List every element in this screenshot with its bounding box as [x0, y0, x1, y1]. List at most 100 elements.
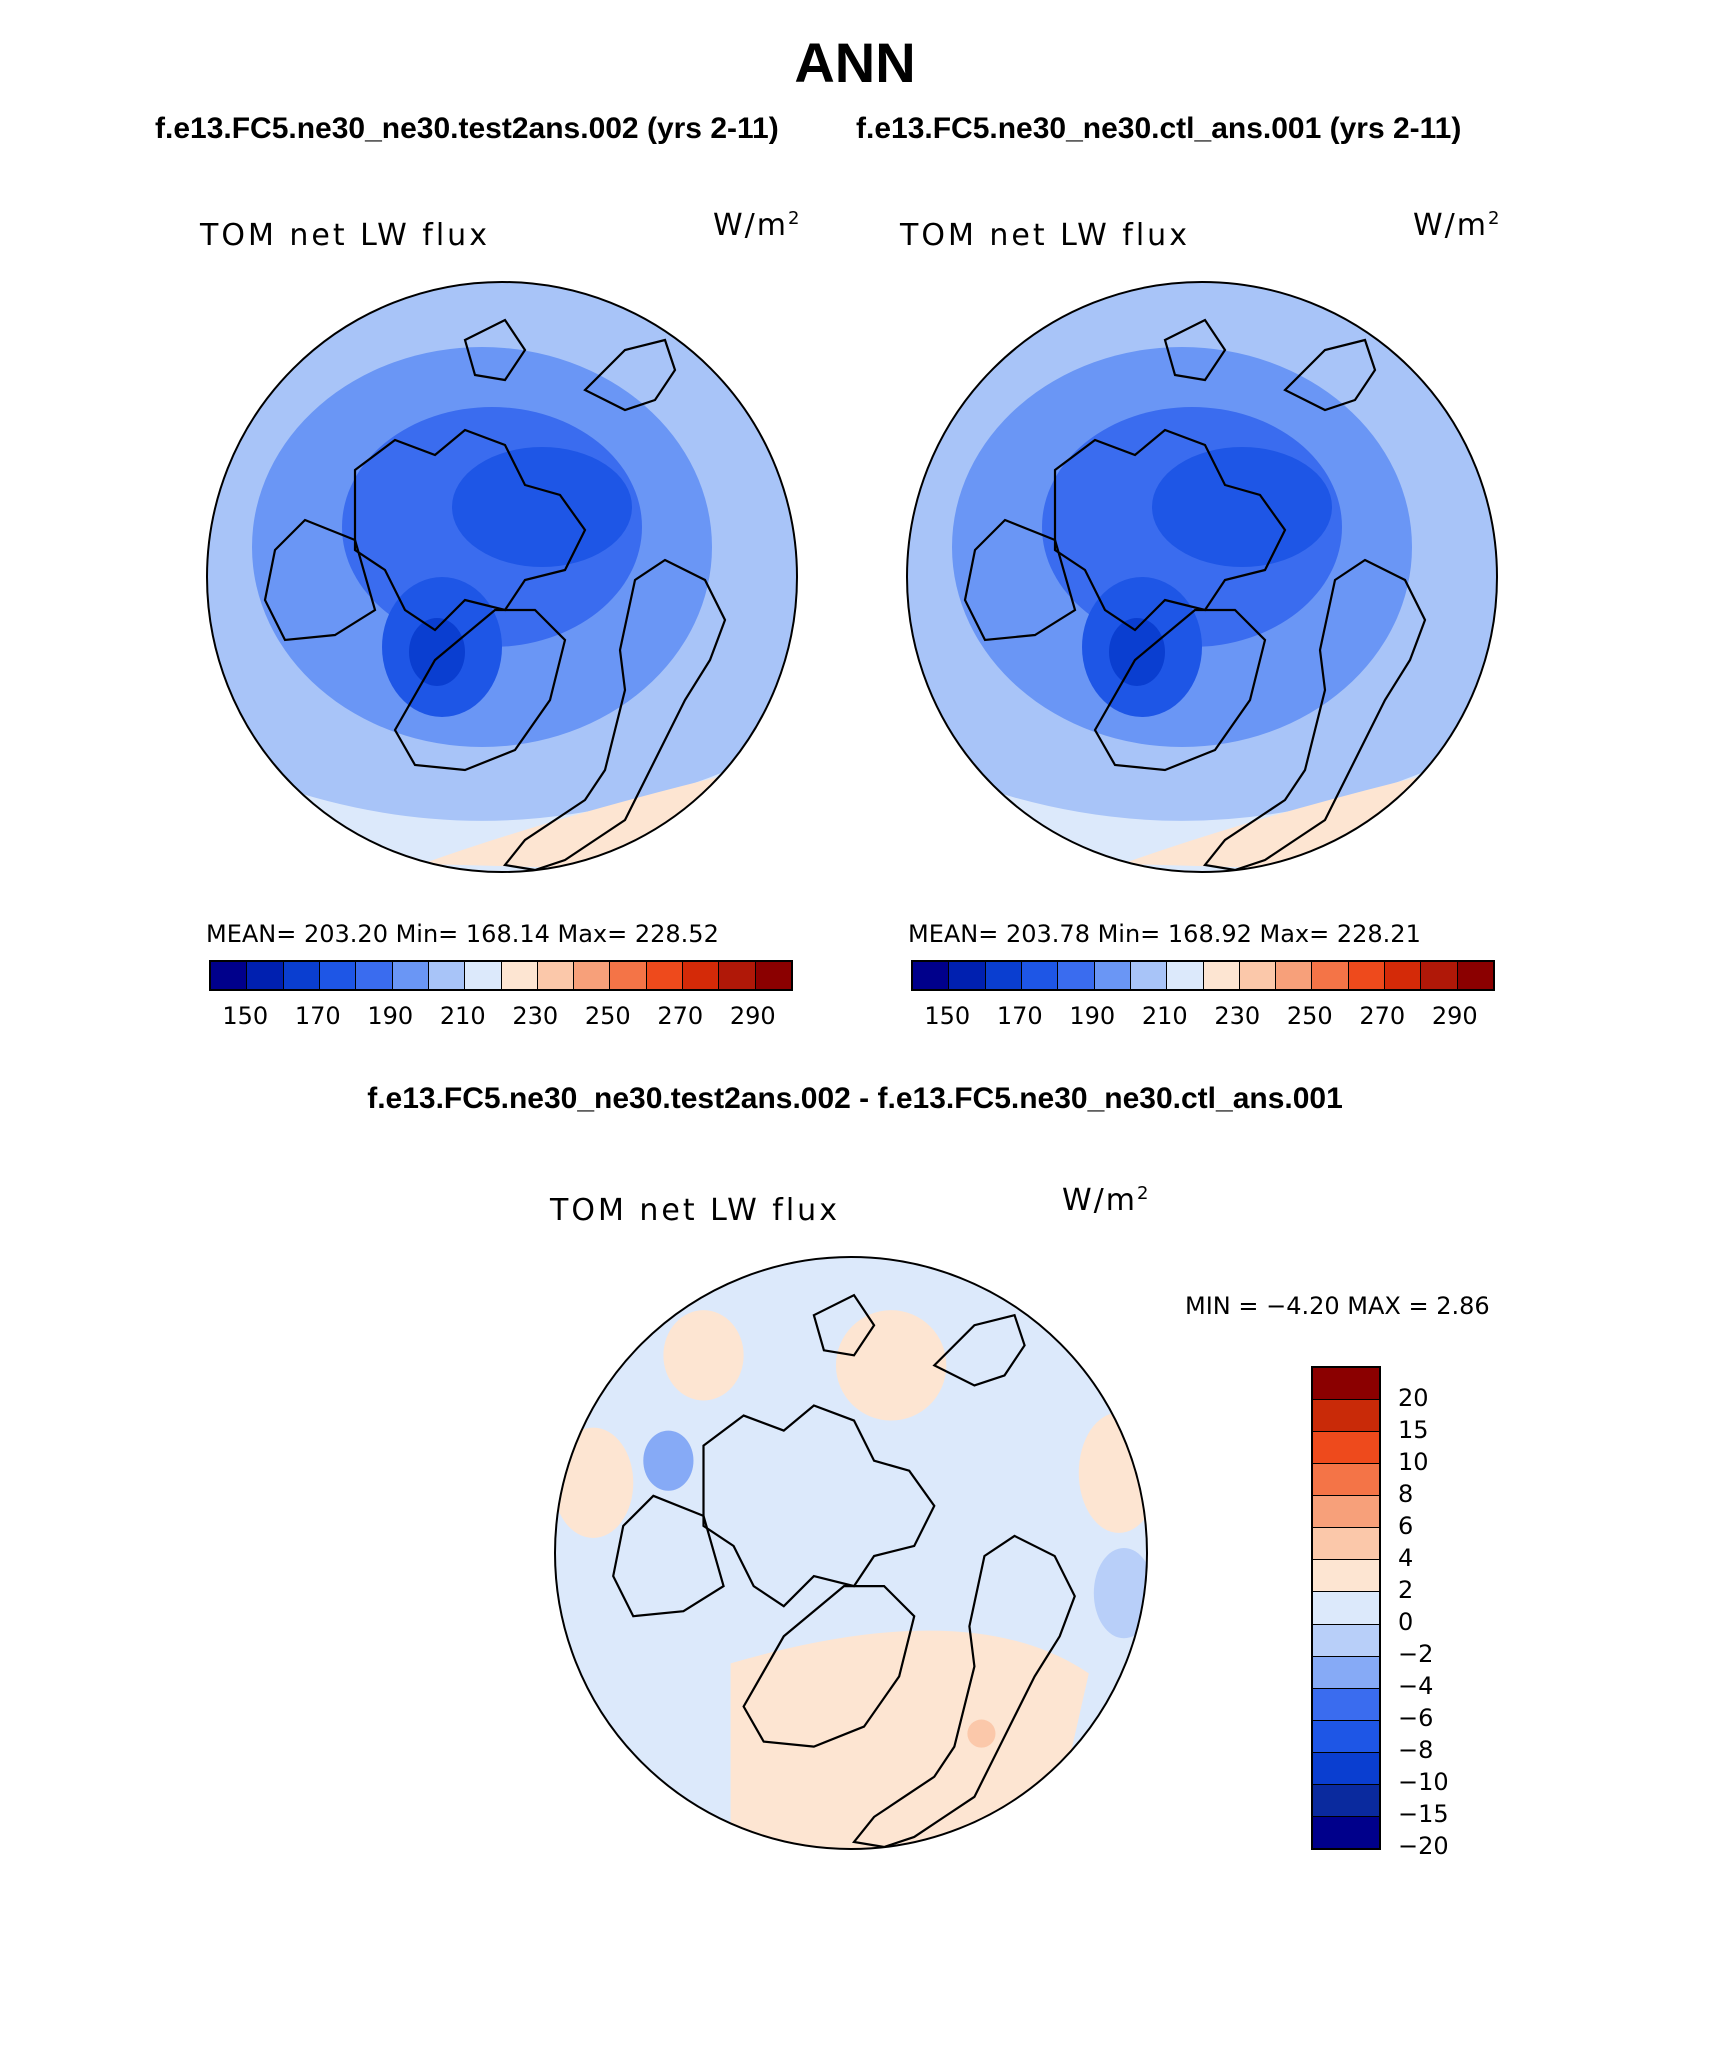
contour-field [555, 1257, 1147, 1849]
case-title-test: f.e13.FC5.ne30_ne30.test2ans.002 (yrs 2-… [155, 112, 779, 145]
colorbar-tick-label: 8 [1398, 1480, 1414, 1508]
colorbar-tick-label: 6 [1398, 1511, 1414, 1540]
colorbar-box [1058, 962, 1095, 989]
colorbar-box [1348, 962, 1386, 989]
colorbar-box [1457, 962, 1493, 989]
contour-band [1152, 447, 1332, 567]
colorbar-tick-label: −15 [1398, 1800, 1449, 1828]
colorbar-box [1313, 1720, 1379, 1753]
colorbar-box [1385, 962, 1422, 989]
colorbar-box [574, 962, 611, 989]
colorbar-box [392, 962, 429, 989]
contour-band [1093, 1547, 1147, 1639]
panel-1-stats: MEAN= 203.20 Min= 168.14 Max= 228.52 [206, 920, 719, 948]
contour-band [643, 1430, 694, 1491]
diff-panel-units: W/m2 [1062, 1183, 1151, 1218]
colorbar-tick-label: −20 [1398, 1832, 1449, 1860]
coastline [1093, 608, 1267, 772]
diff-panel-label: TOM net LW flux [550, 1193, 840, 1228]
diff-colorbar [1311, 1366, 1381, 1850]
diff-stats: MIN = −4.20 MAX = 2.86 [1185, 1292, 1490, 1320]
colorbar-box [985, 962, 1022, 989]
figure-title: ANN [794, 31, 916, 94]
colorbar-box [283, 962, 320, 989]
colorbar-box [1313, 1656, 1379, 1689]
colorbar-tick-label: 230 [1214, 1002, 1261, 1030]
coastline [393, 608, 567, 772]
colorbar-tick-label: 230 [512, 1002, 559, 1030]
contour-band [452, 447, 632, 567]
map-boundary [206, 281, 798, 873]
coastline [463, 318, 527, 382]
colorbar-box [356, 962, 393, 989]
colorbar-box [913, 962, 950, 989]
colorbar-tick-label: 190 [1069, 1002, 1116, 1030]
panel-2-label: TOM net LW flux [900, 218, 1190, 253]
colorbar-tick-label: 170 [996, 1002, 1043, 1030]
colorbar-box [319, 962, 357, 989]
coastline [812, 1293, 876, 1357]
polar-map-difference [554, 1256, 1148, 1850]
colorbar-tick-label: 270 [1359, 1002, 1406, 1030]
colorbar-box [1313, 1432, 1379, 1465]
coastline [1283, 338, 1377, 412]
coastline [702, 1404, 936, 1608]
coastline [353, 428, 587, 632]
colorbar-tick-label: −10 [1398, 1768, 1449, 1796]
colorbar-box [1313, 1464, 1379, 1497]
coastline [1053, 428, 1287, 632]
contour-field [207, 282, 797, 872]
contour-band [663, 1310, 744, 1401]
panel-2-colorbar [911, 960, 1495, 991]
map-boundary [906, 281, 1498, 873]
contour-band [555, 1427, 634, 1538]
colorbar-tick-label: 250 [584, 1002, 631, 1030]
colorbar-box [1094, 962, 1131, 989]
colorbar-tick-label: 210 [1141, 1002, 1188, 1030]
colorbar-box [501, 962, 538, 989]
colorbar-box [1313, 1496, 1379, 1529]
colorbar-tick-label: 15 [1398, 1416, 1429, 1444]
coastline [851, 1534, 1076, 1849]
colorbar-box [610, 962, 647, 989]
contour-band [730, 1630, 1089, 1849]
colorbar-box [1313, 1816, 1379, 1848]
colorbar-tick-label: 250 [1286, 1002, 1333, 1030]
colorbar-box [755, 962, 791, 989]
coastline [502, 558, 727, 872]
coastline [742, 1585, 916, 1748]
colorbar-box [1312, 962, 1349, 989]
colorbar-tick-label: 10 [1398, 1448, 1429, 1476]
colorbar-box [1130, 962, 1168, 989]
colorbar-box [537, 962, 575, 989]
colorbar-tick-label: −6 [1398, 1704, 1434, 1732]
contour-band [1078, 1412, 1147, 1533]
coastline [932, 1313, 1026, 1387]
colorbar-tick-label: −8 [1398, 1736, 1434, 1764]
colorbar-tick-label: 290 [729, 1002, 776, 1030]
colorbar-box [1276, 962, 1313, 989]
colorbar-tick-label: 2 [1398, 1576, 1414, 1604]
colorbar-tick-label: 150 [222, 1002, 269, 1030]
colorbar-box [1313, 1592, 1379, 1625]
colorbar-box [719, 962, 756, 989]
colorbar-box [1313, 1624, 1379, 1657]
difference-title: f.e13.FC5.ne30_ne30.test2ans.002 - f.e13… [367, 1082, 1343, 1115]
contour-field [907, 282, 1497, 872]
colorbar-box [1239, 962, 1277, 989]
colorbar-box [1313, 1368, 1379, 1401]
polar-map-control [906, 281, 1498, 873]
colorbar-box [247, 962, 284, 989]
colorbar-box [211, 962, 248, 989]
coastline [583, 338, 677, 412]
colorbar-box [1313, 1528, 1379, 1561]
colorbar-box [1203, 962, 1240, 989]
colorbar-box [683, 962, 720, 989]
case-title-control: f.e13.FC5.ne30_ne30.ctl_ans.001 (yrs 2-1… [856, 112, 1462, 145]
colorbar-box [1313, 1752, 1379, 1785]
colorbar-tick-label: −2 [1398, 1640, 1434, 1668]
colorbar-box [1021, 962, 1059, 989]
contour-band [967, 1719, 996, 1748]
panel-1-colorbar [209, 960, 793, 991]
coastline [1163, 318, 1227, 382]
